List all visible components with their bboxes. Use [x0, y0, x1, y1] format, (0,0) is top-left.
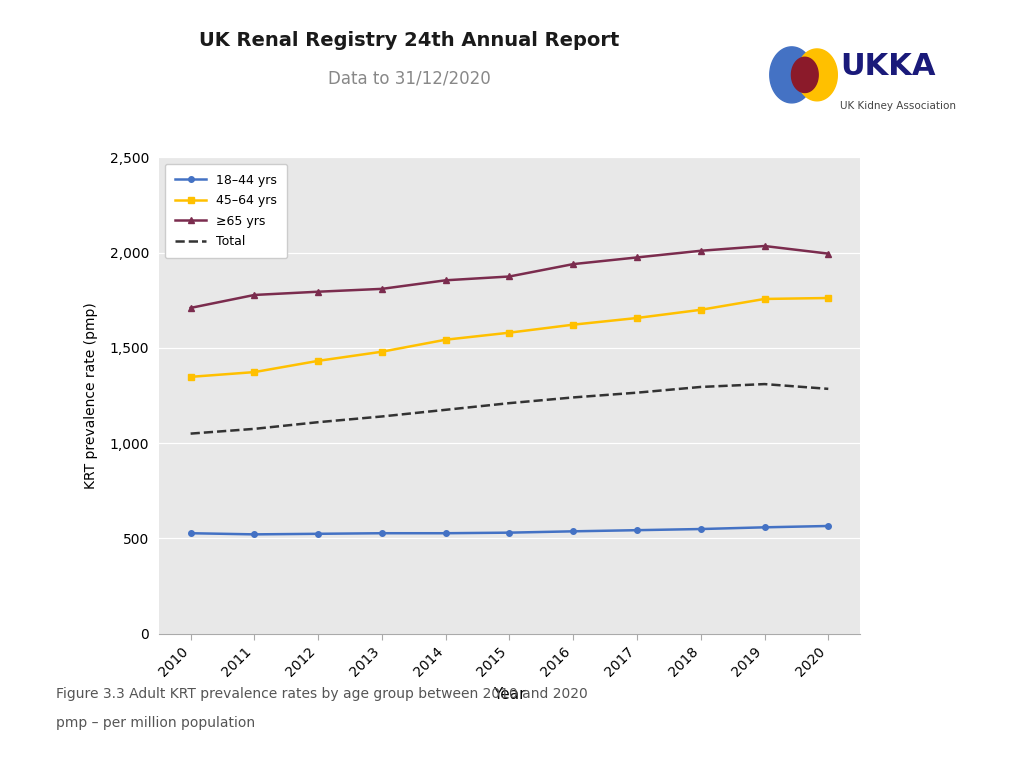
- Text: UK Renal Registry 24th Annual Report: UK Renal Registry 24th Annual Report: [200, 31, 620, 50]
- Text: UK Kidney Association: UK Kidney Association: [840, 101, 956, 111]
- Text: UKKA: UKKA: [840, 52, 936, 81]
- Legend: 18–44 yrs, 45–64 yrs, ≥65 yrs, Total: 18–44 yrs, 45–64 yrs, ≥65 yrs, Total: [165, 164, 287, 258]
- Text: Data to 31/12/2020: Data to 31/12/2020: [329, 69, 490, 87]
- Polygon shape: [770, 47, 813, 103]
- Polygon shape: [792, 58, 818, 92]
- Polygon shape: [797, 49, 838, 101]
- X-axis label: Year: Year: [494, 687, 525, 702]
- Y-axis label: KRT prevalence rate (pmp): KRT prevalence rate (pmp): [84, 302, 98, 489]
- Text: pmp – per million population: pmp – per million population: [56, 716, 255, 730]
- Text: Figure 3.3 Adult KRT prevalence rates by age group between 2010 and 2020: Figure 3.3 Adult KRT prevalence rates by…: [56, 687, 588, 701]
